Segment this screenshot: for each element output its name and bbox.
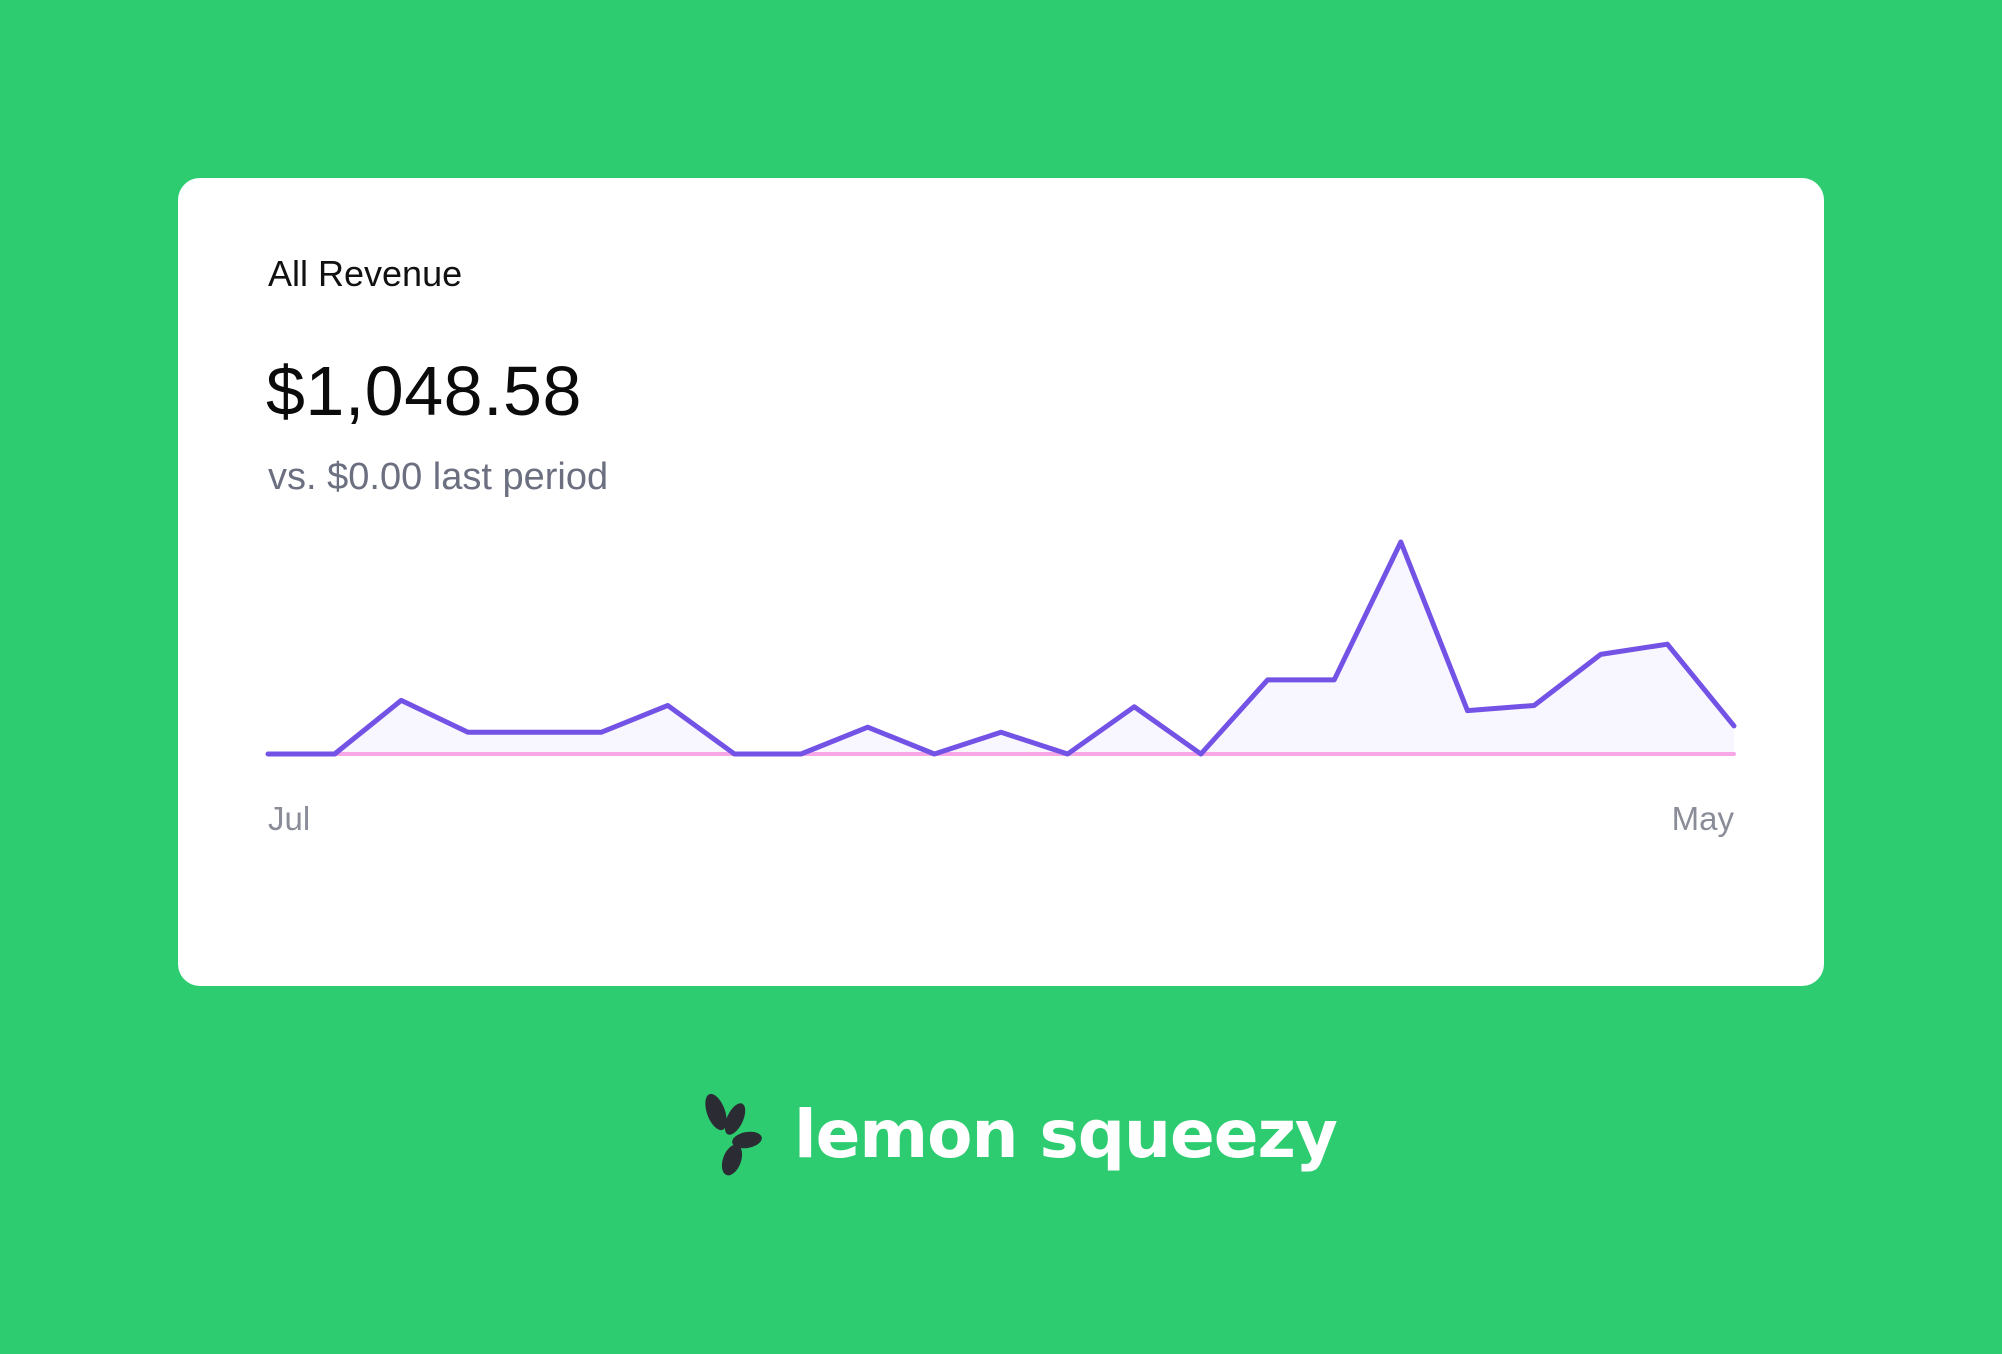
revenue-card: All Revenue $1,048.58 vs. $0.00 last per… [178, 178, 1824, 986]
revenue-chart: Jul May [265, 539, 1737, 837]
x-tick-label: May [1672, 800, 1735, 837]
brand-name: lemon squeezy [794, 1096, 1338, 1173]
card-title: All Revenue [268, 253, 463, 294]
chart-x-axis: Jul May [268, 800, 1734, 837]
revenue-total: $1,048.58 [266, 352, 582, 430]
chart-marks [265, 539, 1737, 757]
logo-petal [732, 1131, 762, 1149]
comparison-text: vs. $0.00 last period [268, 456, 609, 498]
logo-petal [721, 1144, 743, 1176]
logo-petal [724, 1103, 746, 1135]
lemon-squeezy-logo-icon [705, 1093, 762, 1176]
current-series-line [265, 539, 1737, 757]
brand-logo: lemon squeezy [700, 1090, 1338, 1180]
logo-petal [705, 1093, 727, 1131]
current-series-area [268, 542, 1734, 754]
x-tick-label: Jul [268, 800, 310, 837]
